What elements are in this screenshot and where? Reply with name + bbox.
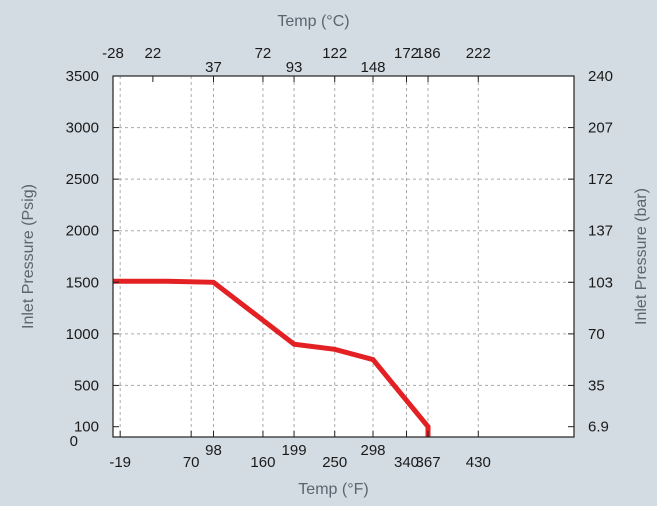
y-tick-label: 1500 — [66, 274, 99, 291]
x-tick-label: 298 — [360, 442, 385, 459]
y-tick-label: 0 — [70, 433, 78, 450]
y-tick-label: 2000 — [66, 223, 99, 240]
x2-tick-label: 172 — [394, 45, 419, 62]
y-tick-label: 2500 — [66, 171, 99, 188]
x2-tick-label: 122 — [322, 45, 347, 62]
x-axis-title: Temp (°F) — [298, 481, 368, 498]
x2-tick-label: -28 — [102, 45, 124, 62]
y2-tick-label: 240 — [588, 68, 613, 85]
x-tick-label: 98 — [205, 442, 222, 459]
y-tick-label: 500 — [74, 377, 99, 394]
plot-border — [112, 75, 575, 438]
x-tick-label: 367 — [416, 454, 441, 471]
x-tick-label: 70 — [183, 454, 200, 471]
x2-tick-label: 22 — [145, 45, 162, 62]
y2-tick-label: 70 — [588, 326, 605, 343]
x2-tick-label: 72 — [255, 45, 272, 62]
y2-tick-label: 35 — [588, 377, 605, 394]
y2-tick-label: 137 — [588, 223, 613, 240]
x2-tick-label: 222 — [466, 45, 491, 62]
y2-tick-label: 172 — [588, 171, 613, 188]
series-line — [113, 278, 431, 437]
x2-tick-label: 37 — [205, 59, 222, 76]
axes — [112, 75, 575, 438]
plot-area — [113, 76, 574, 437]
y-tick-label: 3000 — [66, 120, 99, 137]
grid — [113, 76, 574, 437]
y2-tick-label: 103 — [588, 274, 613, 291]
x2-tick-label: 186 — [416, 45, 441, 62]
x-tick-label: 430 — [466, 454, 491, 471]
y-axis-title: Inlet Pressure (Psig) — [20, 184, 37, 329]
x2-tick-label: 148 — [360, 59, 385, 76]
right-axis-title: Inlet Pressure (bar) — [633, 188, 650, 325]
top-axis-title: Temp (°C) — [277, 13, 349, 30]
y2-tick-label: 6.9 — [588, 419, 609, 436]
x2-tick-label: 93 — [286, 59, 303, 76]
y2-tick-label: 207 — [588, 120, 613, 137]
x-tick-label: 340 — [394, 454, 419, 471]
x-tick-label: 199 — [282, 442, 307, 459]
x-tick-label: -19 — [109, 454, 131, 471]
y-tick-label: 1000 — [66, 326, 99, 343]
y-tick-label: 100 — [74, 419, 99, 436]
y-tick-label: 3500 — [66, 68, 99, 85]
x-tick-label: 160 — [250, 454, 275, 471]
x-tick-label: 250 — [322, 454, 347, 471]
